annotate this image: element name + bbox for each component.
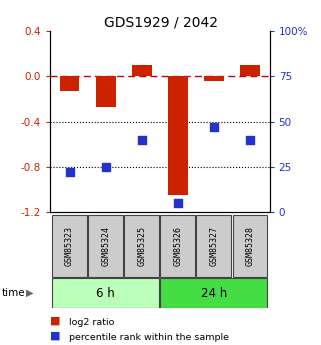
- Text: GSM85323: GSM85323: [65, 226, 74, 266]
- Text: log2 ratio: log2 ratio: [69, 318, 114, 327]
- Point: [139, 137, 144, 142]
- Bar: [132, 65, 152, 76]
- Point: [211, 124, 216, 130]
- Bar: [124, 215, 159, 277]
- Text: 6 h: 6 h: [96, 287, 115, 299]
- Bar: [52, 215, 87, 277]
- Bar: [196, 215, 231, 277]
- Point: [67, 169, 72, 175]
- Text: GSM85328: GSM85328: [245, 226, 254, 266]
- Bar: [160, 278, 267, 308]
- Point: [247, 137, 252, 142]
- Text: GSM85327: GSM85327: [209, 226, 218, 266]
- Bar: [204, 76, 224, 81]
- Bar: [168, 76, 188, 195]
- Bar: [52, 278, 159, 308]
- Bar: [160, 215, 195, 277]
- Text: ▶: ▶: [26, 288, 34, 298]
- Text: ■: ■: [50, 331, 60, 341]
- Bar: [88, 215, 123, 277]
- Text: percentile rank within the sample: percentile rank within the sample: [69, 333, 229, 342]
- Bar: [240, 65, 260, 76]
- Point: [175, 200, 180, 206]
- Text: GDS1929 / 2042: GDS1929 / 2042: [103, 16, 218, 30]
- Text: ■: ■: [50, 316, 60, 326]
- Text: GSM85326: GSM85326: [173, 226, 182, 266]
- Point: [103, 164, 108, 170]
- Text: GSM85325: GSM85325: [137, 226, 146, 266]
- Bar: [232, 215, 267, 277]
- Text: time: time: [2, 288, 25, 298]
- Text: GSM85324: GSM85324: [101, 226, 110, 266]
- Text: 24 h: 24 h: [201, 287, 227, 299]
- Bar: [60, 76, 80, 91]
- Bar: [96, 76, 116, 107]
